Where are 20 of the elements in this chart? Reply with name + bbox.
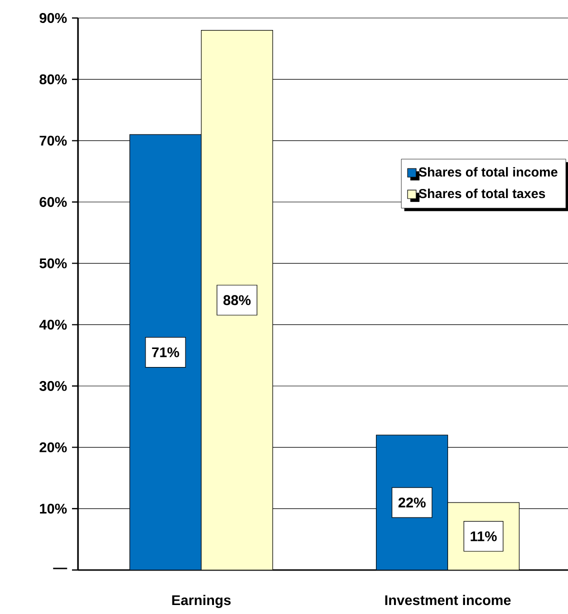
data-label: 22%: [398, 498, 426, 508]
data-label: 88%: [223, 295, 251, 306]
y-tick-label: 50%: [40, 258, 67, 268]
legend-label: Shares of total income: [418, 167, 558, 177]
y-tick-label: —: [53, 568, 68, 570]
data-label: 71%: [152, 347, 180, 358]
y-tick-label: 10%: [40, 504, 67, 514]
y-tick-label: 20%: [40, 442, 67, 452]
legend-label: Shares of total taxes: [418, 188, 546, 198]
y-tick-label: 40%: [39, 320, 67, 330]
y-tick-label: 60%: [40, 197, 67, 207]
y-tick-label: 30%: [39, 381, 67, 391]
bar: [200, 30, 274, 570]
y-tick-label: 80%: [40, 74, 67, 84]
y-tick-label: 70%: [40, 136, 67, 146]
y-tick-label: 90%: [40, 13, 67, 23]
x-tick-label: Earnings: [172, 594, 231, 608]
data-label: 11%: [470, 531, 497, 542]
x-tick-label: Investment income: [385, 594, 511, 606]
bar: [129, 134, 202, 570]
